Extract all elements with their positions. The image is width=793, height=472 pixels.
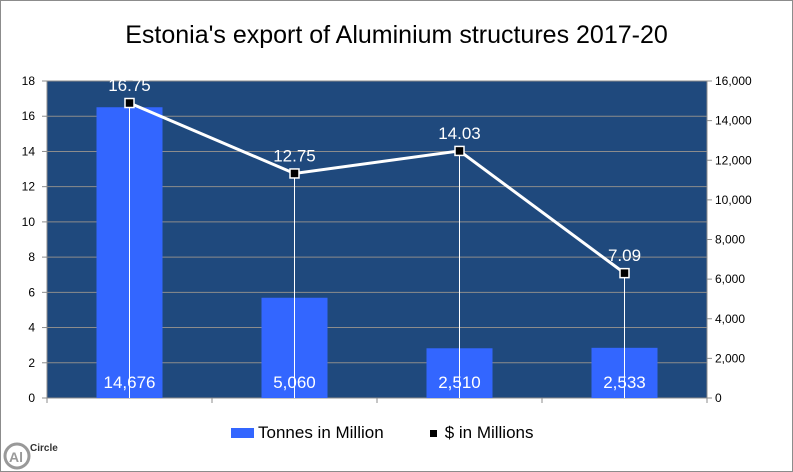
right-tick-label: 16,000 xyxy=(715,74,752,88)
line-marker xyxy=(619,267,630,279)
line-data-label: 7.09 xyxy=(608,246,641,265)
left-tick-label: 8 xyxy=(28,250,35,264)
alcircle-logo: Al Circle xyxy=(3,442,58,470)
line-marker xyxy=(289,168,300,179)
svg-text:Circle: Circle xyxy=(30,443,58,454)
line-data-label: 12.75 xyxy=(273,146,316,165)
line-series xyxy=(128,101,626,275)
left-tick-label: 12 xyxy=(22,180,36,194)
left-tick-label: 18 xyxy=(22,74,36,88)
legend: Tonnes in Million $ in Millions xyxy=(231,423,534,443)
legend-label-tonnes: Tonnes in Million xyxy=(258,423,384,442)
line-marker xyxy=(454,145,465,157)
line-marker xyxy=(124,97,135,109)
right-tick-label: 2,000 xyxy=(715,351,745,365)
right-tick-label: 6,000 xyxy=(715,272,745,286)
right-tick-label: 14,000 xyxy=(715,114,752,128)
right-tick-label: 12,000 xyxy=(715,153,752,167)
line-data-label: 16.75 xyxy=(108,76,151,95)
chart-title: Estonia's export of Aluminium structures… xyxy=(125,21,668,49)
right-tick-label: 10,000 xyxy=(715,193,752,207)
line-data-label: 14.03 xyxy=(438,124,481,143)
right-tick-label: 8,000 xyxy=(715,233,745,247)
left-tick-label: 6 xyxy=(28,285,35,299)
legend-label-dollars: $ in Millions xyxy=(444,423,534,442)
left-tick-label: 16 xyxy=(22,109,36,123)
left-tick-label: 4 xyxy=(28,321,35,335)
left-tick-label: 14 xyxy=(22,144,36,158)
left-tick-label: 2 xyxy=(28,356,35,370)
left-tick-label: 10 xyxy=(22,215,36,229)
legend-swatch-tonnes xyxy=(231,428,254,438)
right-tick-label: 0 xyxy=(715,391,722,405)
svg-text:Al: Al xyxy=(9,449,23,465)
left-tick-label: 0 xyxy=(28,391,35,405)
legend-marker-dollars xyxy=(429,429,437,437)
right-tick-label: 4,000 xyxy=(715,312,745,326)
